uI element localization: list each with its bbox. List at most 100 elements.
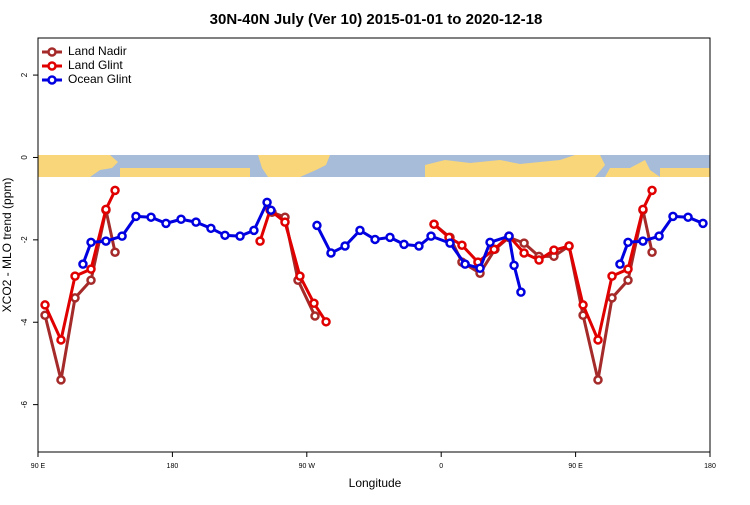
data-point (426, 231, 436, 241)
data-point (475, 263, 485, 274)
x-tick-label: 0 (439, 463, 443, 470)
data-point (647, 247, 657, 257)
data-point (110, 185, 120, 196)
data-point (309, 298, 319, 309)
data-point (206, 223, 216, 234)
legend-marker (47, 61, 57, 71)
data-point (326, 248, 336, 258)
data-point (310, 311, 320, 321)
data-point (683, 212, 693, 222)
data-point (340, 241, 350, 251)
data-point (56, 335, 66, 345)
data-point (262, 197, 272, 208)
data-point (489, 244, 499, 255)
data-point (131, 211, 141, 222)
x-tick-label: 90 E (31, 463, 46, 470)
data-point (593, 335, 603, 345)
data-point (429, 219, 439, 229)
y-tick-label: -4 (20, 318, 29, 326)
data-point (161, 218, 171, 229)
data-point (485, 237, 495, 248)
data-point (607, 293, 617, 303)
plot-frame (37, 37, 711, 453)
chart-title: 30N-40N July (Ver 10) 2015-01-01 to 2020… (210, 11, 543, 28)
data-point (146, 212, 156, 222)
x-tick-label: 180 (704, 463, 716, 470)
data-point (578, 300, 588, 310)
land (38, 155, 118, 177)
data-point (534, 255, 544, 265)
data-point (280, 217, 290, 227)
legend-label: Ocean Glint (68, 72, 132, 86)
land (120, 168, 250, 177)
data-point (191, 217, 201, 227)
data-point (56, 375, 66, 385)
map-band (38, 155, 710, 177)
data-point (564, 241, 574, 251)
land (425, 155, 605, 177)
data-point (654, 231, 664, 241)
legend-marker (47, 75, 57, 85)
land (258, 155, 330, 177)
data-point (460, 259, 470, 269)
data-point (593, 375, 603, 385)
data-point (266, 205, 276, 215)
data-point (638, 236, 648, 246)
data-point (70, 293, 80, 303)
data-point (101, 204, 111, 215)
land (660, 168, 710, 177)
data-point (519, 248, 529, 258)
data-point (249, 225, 259, 236)
data-point (414, 241, 424, 251)
data-point (607, 271, 617, 281)
data-point (70, 271, 80, 281)
data-point (370, 234, 380, 245)
data-point (668, 211, 678, 222)
data-point (516, 287, 526, 297)
x-tick-label: 90 E (568, 463, 583, 470)
data-point (86, 275, 96, 285)
x-tick-label: 180 (167, 463, 179, 470)
y-tick-label: 0 (20, 155, 29, 160)
data-point (623, 275, 633, 285)
legend-marker (47, 47, 57, 57)
data-point (86, 237, 96, 248)
data-point (638, 204, 648, 215)
series-line (43, 208, 654, 382)
data-point (399, 239, 409, 250)
data-point (615, 259, 625, 269)
legend-label: Land Nadir (68, 44, 127, 58)
data-point (355, 225, 365, 236)
data-point (86, 264, 96, 274)
data-point (295, 271, 305, 281)
data-point (504, 231, 514, 241)
data-point (549, 245, 559, 255)
data-point (698, 218, 708, 229)
data-point (312, 220, 322, 231)
data-point (176, 214, 186, 225)
data-point (220, 230, 230, 241)
data-point (117, 231, 127, 241)
y-tick-label: 2 (20, 72, 29, 77)
data-point (255, 236, 265, 246)
data-point (623, 264, 633, 274)
data-point (40, 300, 50, 310)
data-point (519, 238, 529, 248)
data-point (101, 236, 111, 246)
legend-label: Land Glint (68, 58, 123, 72)
data-point (623, 237, 633, 248)
data-point (110, 247, 120, 257)
y-tick-label: -6 (20, 401, 29, 409)
data-point (647, 185, 657, 196)
data-point (457, 240, 467, 250)
data-point (321, 317, 331, 327)
y-axis-label: XCO2 - MLO trend (ppm) (0, 178, 14, 313)
data-point (445, 238, 455, 248)
y-tick-label: -2 (20, 236, 29, 244)
data-point (78, 259, 88, 269)
data-point (385, 232, 395, 243)
land (605, 160, 660, 177)
x-tick-label: 90 W (299, 463, 316, 470)
data-point (509, 260, 519, 271)
